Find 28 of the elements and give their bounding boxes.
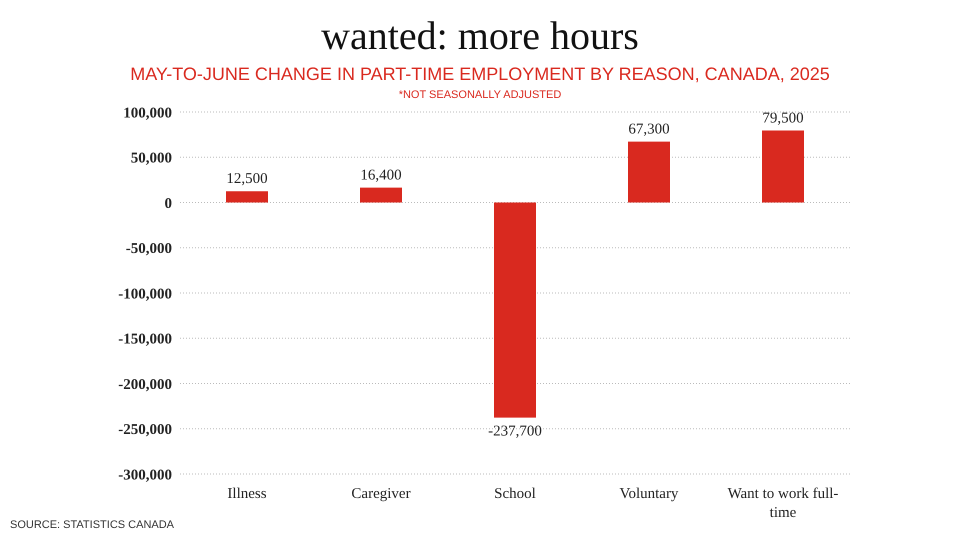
y-tick-label: -100,000 bbox=[118, 286, 172, 302]
x-tick-label: Caregiver bbox=[351, 486, 411, 502]
bar bbox=[360, 188, 402, 202]
source-note: SOURCE: STATISTICS CANADA bbox=[10, 519, 174, 531]
x-tick-label: School bbox=[494, 486, 536, 502]
y-tick-label: -300,000 bbox=[118, 467, 172, 484]
y-tick-label: -200,000 bbox=[118, 376, 172, 393]
bar bbox=[628, 142, 670, 202]
x-tick-label: Want to work full-time bbox=[728, 486, 838, 521]
y-tick-label: -50,000 bbox=[126, 241, 172, 258]
data-label: -237,700 bbox=[488, 424, 542, 440]
y-tick-label: -250,000 bbox=[118, 422, 172, 438]
y-tick-label: 100,000 bbox=[123, 105, 172, 122]
bar bbox=[226, 191, 268, 202]
data-label: 16,400 bbox=[360, 168, 402, 184]
y-tick-label: 0 bbox=[164, 196, 172, 212]
text: *NOT SEASONALLY ADJUSTED bbox=[398, 89, 562, 101]
bar bbox=[494, 202, 536, 418]
x-tick-label: Voluntary bbox=[620, 486, 679, 502]
data-label: 12,500 bbox=[226, 171, 268, 188]
x-tick-label: Illness bbox=[227, 486, 267, 502]
data-label: 79,500 bbox=[762, 110, 804, 127]
y-tick-label: -150,000 bbox=[118, 332, 172, 348]
chart-subtitle: MAY-TO-JUNE CHANGE IN PART-TIME EMPLOYMENT BY REASON, CANADA, 2025 bbox=[129, 64, 831, 85]
y-tick-label: 50,000 bbox=[130, 150, 172, 167]
chart-title: wanted: more hours bbox=[320, 12, 640, 59]
bar bbox=[762, 130, 804, 202]
data-label: 67,300 bbox=[628, 122, 670, 138]
